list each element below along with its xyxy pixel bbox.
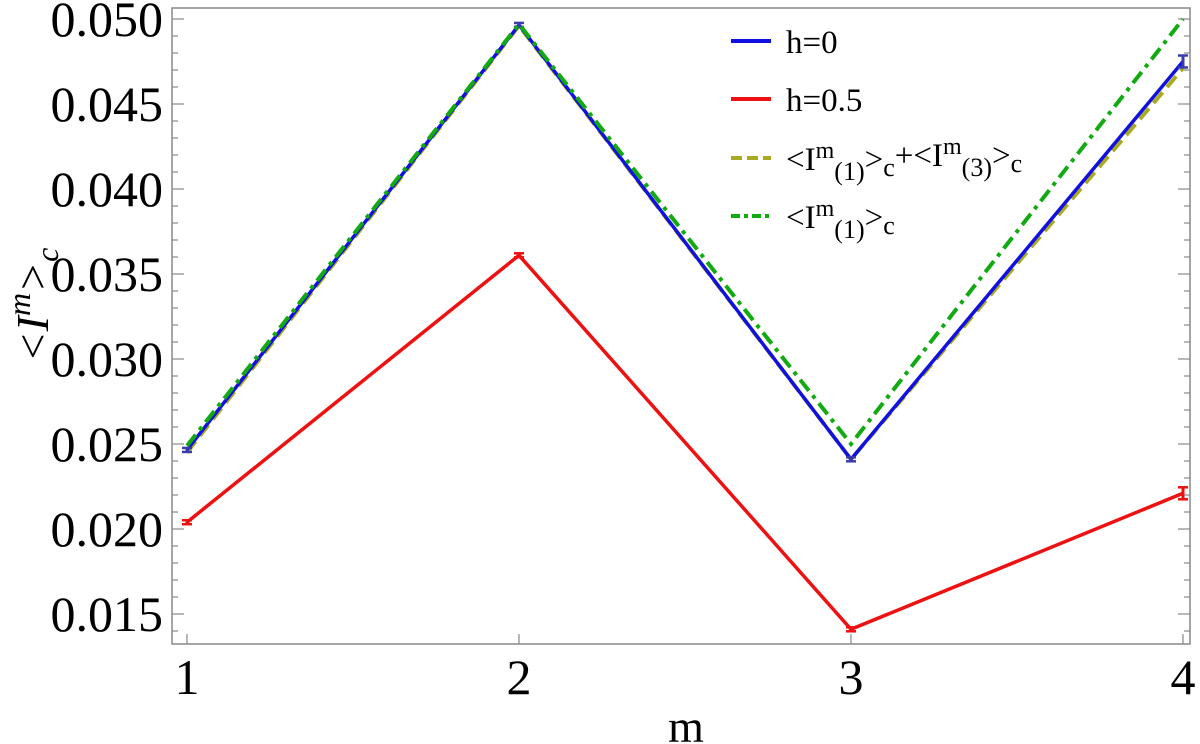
legend-label: <Im(1)>c+<Im(3)>c — [786, 134, 1022, 186]
axis-labels: m <Im>c — [1, 248, 704, 744]
series-line-1 — [185, 252, 1184, 632]
plot-frame — [171, 7, 1191, 645]
y-tick-label: 0.030 — [51, 331, 164, 387]
x-axis: 1 2 3 4 — [175, 634, 1196, 705]
legend-label: <Im(1)>c — [786, 196, 895, 244]
y-tick-label: 0.025 — [51, 416, 164, 472]
series-group — [182, 17, 1188, 633]
legend: h=0 h=0.5 <Im(1)>c+<Im(3)>c <Im(1)>c — [731, 25, 1022, 244]
legend-label: h=0.5 — [786, 83, 862, 119]
legend-label: h=0 — [786, 25, 838, 61]
x-tick-label: 1 — [175, 649, 200, 705]
y-tick-label: 0.050 — [51, 0, 164, 47]
y-axis: 0.015 0.020 0.025 0.030 0.035 0.040 0.045 0.050 — [51, 0, 1190, 642]
y-tick-label: 0.015 — [51, 586, 164, 642]
y-tick-label: 0.040 — [51, 161, 164, 217]
series-line-3 — [185, 17, 1185, 448]
series-line-0 — [185, 22, 1185, 463]
y-axis-label: <Im>c — [1, 248, 65, 363]
x-tick-label: 3 — [839, 649, 864, 705]
plot-border — [171, 7, 1191, 645]
x-tick-label: 2 — [507, 649, 532, 705]
y-tick-label: 0.035 — [51, 246, 164, 302]
y-tick-label: 0.045 — [51, 76, 164, 132]
y-tick-label: 0.020 — [51, 501, 164, 557]
x-axis-label: m — [668, 701, 704, 744]
x-tick-label: 4 — [1171, 649, 1196, 705]
